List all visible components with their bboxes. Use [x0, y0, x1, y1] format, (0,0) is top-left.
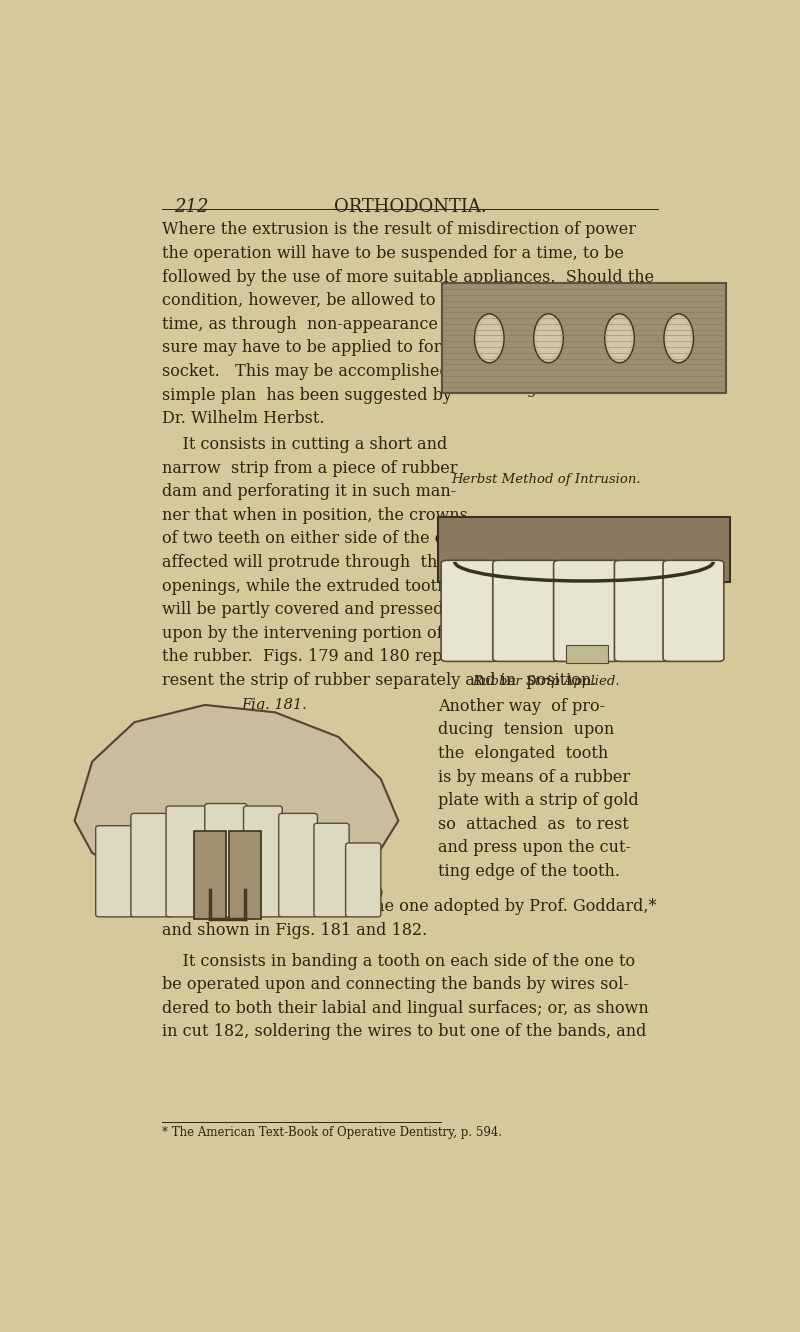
Text: 212: 212 [174, 197, 209, 216]
Text: sure may have to be applied to force the tooth  back into its: sure may have to be applied to force the… [162, 340, 650, 357]
Text: be operated upon and connecting the bands by wires sol-: be operated upon and connecting the band… [162, 976, 629, 994]
Text: will be partly covered and pressed: will be partly covered and pressed [162, 601, 443, 618]
Text: of two teeth on either side of the one: of two teeth on either side of the one [162, 530, 464, 547]
Text: and press upon the cut-: and press upon the cut- [438, 839, 631, 856]
FancyBboxPatch shape [346, 843, 381, 916]
Text: openings, while the extruded tooth: openings, while the extruded tooth [162, 578, 447, 594]
Text: ORTHODONTIA.: ORTHODONTIA. [334, 197, 486, 216]
Text: Where the extrusion is the result of misdirection of power: Where the extrusion is the result of mis… [162, 221, 636, 238]
FancyBboxPatch shape [614, 561, 669, 662]
Text: affected will protrude through  the: affected will protrude through the [162, 554, 447, 571]
Text: narrow  strip from a piece of rubber: narrow strip from a piece of rubber [162, 460, 458, 477]
Text: ting edge of the tooth.: ting edge of the tooth. [438, 863, 620, 880]
Text: upon by the intervening portion of: upon by the intervening portion of [162, 625, 442, 642]
Text: so  attached  as  to rest: so attached as to rest [438, 815, 629, 832]
FancyBboxPatch shape [554, 561, 621, 662]
Text: plate with a strip of gold: plate with a strip of gold [438, 793, 638, 810]
Text: dered to both their labial and lingual surfaces; or, as shown: dered to both their labial and lingual s… [162, 1000, 649, 1016]
Ellipse shape [474, 314, 504, 362]
Text: socket.   This may be accomplished in a variety of ways.  A: socket. This may be accomplished in a va… [162, 362, 640, 380]
Text: Fig. 179.: Fig. 179. [514, 384, 579, 397]
Text: the  elongated  tooth: the elongated tooth [438, 745, 608, 762]
Text: Fig. 181.: Fig. 181. [241, 698, 306, 711]
Text: Rubber Strip Applied.: Rubber Strip Applied. [473, 675, 620, 687]
Ellipse shape [537, 318, 560, 358]
Text: * The American Text-Book of Operative Dentistry, p. 594.: * The American Text-Book of Operative De… [162, 1126, 502, 1139]
Text: and shown in Figs. 181 and 182.: and shown in Figs. 181 and 182. [162, 922, 427, 939]
Bar [438, 517, 730, 582]
Text: Herbst Method of Intrusion.: Herbst Method of Intrusion. [451, 473, 642, 486]
Ellipse shape [608, 318, 631, 358]
Text: the rubber.  Figs. 179 and 180 rep-: the rubber. Figs. 179 and 180 rep- [162, 649, 448, 666]
FancyBboxPatch shape [663, 561, 724, 662]
Polygon shape [74, 705, 398, 895]
Text: A far better method is the one adopted by Prof. Goddard,*: A far better method is the one adopted b… [162, 898, 657, 915]
Ellipse shape [664, 314, 694, 362]
Text: Another way  of pro-: Another way of pro- [438, 698, 605, 715]
FancyBboxPatch shape [314, 823, 349, 916]
FancyBboxPatch shape [243, 806, 282, 916]
Text: in cut 182, soldering the wires to but one of the bands, and: in cut 182, soldering the wires to but o… [162, 1023, 646, 1040]
Text: followed by the use of more suitable appliances.  Should the: followed by the use of more suitable app… [162, 269, 654, 285]
Ellipse shape [605, 314, 634, 362]
FancyBboxPatch shape [278, 814, 318, 916]
FancyBboxPatch shape [131, 814, 173, 916]
Text: dam and perforating it in such man-: dam and perforating it in such man- [162, 484, 456, 501]
Text: resent the strip of rubber separately and in  position.: resent the strip of rubber separately an… [162, 671, 596, 689]
Ellipse shape [478, 318, 501, 358]
FancyBboxPatch shape [205, 803, 247, 916]
Ellipse shape [667, 318, 690, 358]
Bar [230, 831, 261, 919]
Text: Device for Intrusion.  (Goddard.): Device for Intrusion. (Goddard.) [163, 888, 384, 900]
Bar [194, 831, 226, 919]
Text: ner that when in position, the crowns: ner that when in position, the crowns [162, 506, 468, 523]
FancyBboxPatch shape [493, 561, 560, 662]
FancyBboxPatch shape [441, 561, 499, 662]
Ellipse shape [534, 314, 563, 362]
Text: condition, however, be allowed to continue for any length of: condition, however, be allowed to contin… [162, 292, 652, 309]
FancyBboxPatch shape [166, 806, 208, 916]
Text: It consists in cutting a short and: It consists in cutting a short and [162, 436, 447, 453]
Text: Fig. 180.: Fig. 180. [514, 546, 579, 561]
Text: the operation will have to be suspended for a time, to be: the operation will have to be suspended … [162, 245, 624, 262]
Bar [566, 645, 608, 663]
FancyBboxPatch shape [96, 826, 134, 916]
Text: ducing  tension  upon: ducing tension upon [438, 722, 614, 738]
Text: It consists in banding a tooth on each side of the one to: It consists in banding a tooth on each s… [162, 952, 635, 970]
Text: time, as through  non-appearance of the patient, some pres-: time, as through non-appearance of the p… [162, 316, 652, 333]
Text: Dr. Wilhelm Herbst.: Dr. Wilhelm Herbst. [162, 410, 325, 428]
Text: is by means of a rubber: is by means of a rubber [438, 769, 630, 786]
Text: simple plan  has been suggested by: simple plan has been suggested by [162, 386, 452, 404]
